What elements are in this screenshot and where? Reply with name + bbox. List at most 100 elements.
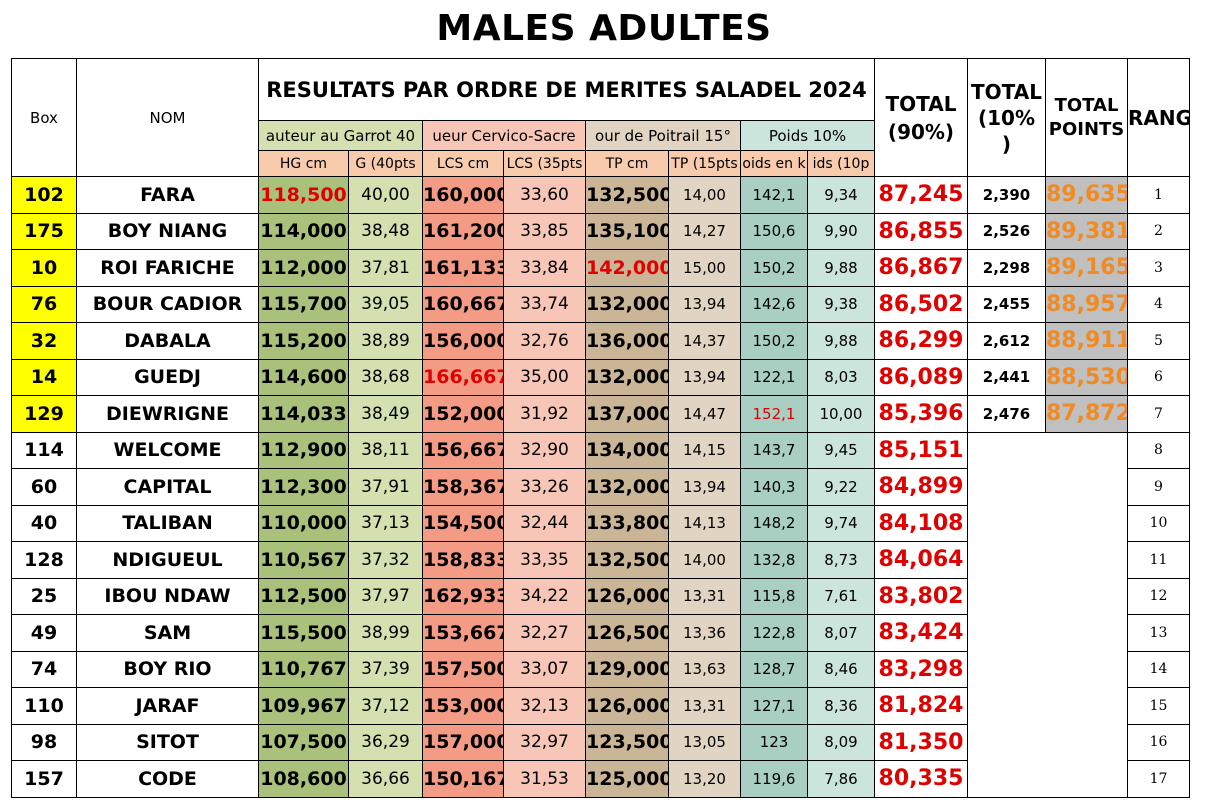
cell-pd-kg: 132,8	[740, 541, 808, 579]
cell-hg-pts: 37,12	[348, 687, 423, 725]
cell-pd-kg: 150,2	[740, 322, 808, 360]
col-header-nom: NOM	[76, 58, 259, 177]
cell-box: 25	[11, 577, 77, 615]
cell-hg-cm: 114,600	[258, 358, 349, 396]
cell-pd-pts: 8,07	[807, 614, 875, 652]
cell-lcs-pts: 33,35	[503, 541, 586, 579]
cell-hg-cm: 108,600	[258, 760, 349, 798]
cell-pd-pts: 9,45	[807, 431, 875, 469]
cell-lcs-cm: 150,167	[422, 760, 504, 798]
cell-pd-pts: 7,61	[807, 577, 875, 615]
cell-rang: 5	[1127, 322, 1190, 360]
cell-rang: 11	[1127, 541, 1190, 579]
table-row: 157 CODE 108,600 36,66 150,167 31,53 125,000 13…	[11, 760, 1190, 798]
cell-lcs-cm: 166,667	[422, 358, 504, 396]
cell-hg-pts: 37,39	[348, 650, 423, 688]
cell-lcs-cm: 160,000	[422, 176, 504, 214]
cell-tp-pts: 14,47	[668, 395, 741, 433]
cell-pd-pts: 8,73	[807, 541, 875, 579]
cell-hg-pts: 36,29	[348, 723, 423, 761]
cell-lcs-pts: 32,13	[503, 687, 586, 725]
cell-total-points: 87,872	[1045, 395, 1128, 433]
table-row: 175 BOY NIANG 114,000 38,48 161,200 33,85 135,…	[11, 212, 1190, 250]
cell-nom: TALIBAN	[76, 504, 259, 542]
cell-rang: 16	[1127, 723, 1190, 761]
cell-hg-cm: 110,767	[258, 650, 349, 688]
group-header-poitrail: our de Poitrail 15°	[585, 120, 741, 151]
cell-hg-pts: 38,99	[348, 614, 423, 652]
cell-nom: GUEDJ	[76, 358, 259, 396]
cell-hg-pts: 37,32	[348, 541, 423, 579]
cell-nom: SITOT	[76, 723, 259, 761]
cell-total10: 2,455	[967, 285, 1046, 323]
cell-total-points: 88,530	[1045, 358, 1128, 396]
cell-total-points: 89,381	[1045, 212, 1128, 250]
cell-tp-pts: 14,00	[668, 176, 741, 214]
cell-tp-pts: 13,05	[668, 723, 741, 761]
cell-tp-cm: 126,000	[585, 577, 669, 615]
cell-hg-cm: 107,500	[258, 723, 349, 761]
cell-tp-cm: 142,000	[585, 249, 669, 287]
group-header-cervico: ueur Cervico-Sacre	[422, 120, 586, 151]
cell-rang: 3	[1127, 249, 1190, 287]
cell-nom: SAM	[76, 614, 259, 652]
cell-box: 49	[11, 614, 77, 652]
cell-lcs-cm: 158,833	[422, 541, 504, 579]
cell-pd-pts: 8,03	[807, 358, 875, 396]
table-row: 49 SAM 115,500 38,99 153,667 32,27 126,500 13,3…	[11, 614, 1190, 652]
col-header-total-points: TOTAL POINTS	[1045, 58, 1128, 177]
cell-lcs-cm: 153,667	[422, 614, 504, 652]
cell-box: 157	[11, 760, 77, 798]
cell-rang: 7	[1127, 395, 1190, 433]
cell-nom: DIEWRIGNE	[76, 395, 259, 433]
cell-box: 175	[11, 212, 77, 250]
cell-nom: BOY RIO	[76, 650, 259, 688]
cell-tp-cm: 132,000	[585, 358, 669, 396]
col-header-total90: TOTAL (90%)	[874, 58, 968, 177]
cell-lcs-pts: 33,84	[503, 249, 586, 287]
cell-lcs-pts: 33,60	[503, 176, 586, 214]
cell-box: 76	[11, 285, 77, 323]
cell-hg-cm: 110,567	[258, 541, 349, 579]
cell-total-points: 89,165	[1045, 249, 1128, 287]
cell-lcs-cm: 158,367	[422, 468, 504, 506]
cell-tp-pts: 14,27	[668, 212, 741, 250]
col-header-total10: TOTAL (10%)	[967, 58, 1046, 177]
group-header-poids: Poids 10%	[740, 120, 875, 151]
cell-nom: WELCOME	[76, 431, 259, 469]
results-table: Box NOM RESULTATS PAR ORDRE DE MERITES S…	[11, 58, 1190, 798]
cell-hg-pts: 38,48	[348, 212, 423, 250]
cell-nom: JARAF	[76, 687, 259, 725]
cell-box: 14	[11, 358, 77, 396]
cell-pd-kg: 152,1	[740, 395, 808, 433]
table-row: 60 CAPITAL 112,300 37,91 158,367 33,26 132,000…	[11, 468, 1190, 506]
cell-lcs-cm: 161,133	[422, 249, 504, 287]
cell-box: 128	[11, 541, 77, 579]
cell-tp-cm: 132,500	[585, 541, 669, 579]
col-header-pd-kg: oids en k	[740, 150, 808, 177]
cell-total90: 83,298	[874, 650, 968, 688]
cell-lcs-pts: 32,76	[503, 322, 586, 360]
cell-tp-cm: 125,000	[585, 760, 669, 798]
cell-hg-pts: 37,91	[348, 468, 423, 506]
cell-nom: DABALA	[76, 322, 259, 360]
cell-hg-pts: 38,49	[348, 395, 423, 433]
cell-tp-pts: 15,00	[668, 249, 741, 287]
cell-tp-pts: 13,31	[668, 687, 741, 725]
table-row: 25 IBOU NDAW 112,500 37,97 162,933 34,22 126,0…	[11, 577, 1190, 615]
cell-tp-cm: 135,100	[585, 212, 669, 250]
table-row: 129 DIEWRIGNE 114,033 38,49 152,000 31,92 137,…	[11, 395, 1190, 433]
cell-lcs-pts: 31,53	[503, 760, 586, 798]
col-header-hg-pts: G (40pts	[348, 150, 423, 177]
cell-hg-cm: 115,700	[258, 285, 349, 323]
col-header-hg-cm: HG cm	[258, 150, 349, 177]
cell-lcs-pts: 33,85	[503, 212, 586, 250]
col-header-lcs-pts: LCS (35pts	[503, 150, 586, 177]
cell-rang: 6	[1127, 358, 1190, 396]
cell-pd-pts: 10,00	[807, 395, 875, 433]
group-header-hauteur: auteur au Garrot 40	[258, 120, 423, 151]
cell-tp-pts: 13,36	[668, 614, 741, 652]
cell-nom: IBOU NDAW	[76, 577, 259, 615]
cell-rang: 2	[1127, 212, 1190, 250]
cell-total90: 86,855	[874, 212, 968, 250]
